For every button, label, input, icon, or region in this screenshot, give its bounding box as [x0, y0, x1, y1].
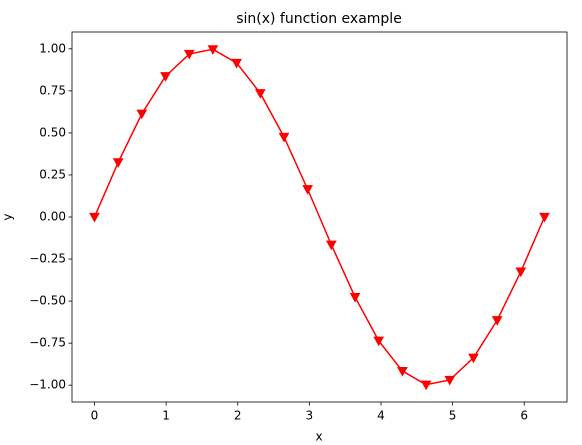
y-tick-label: 0.75 [39, 83, 66, 97]
marker [326, 240, 337, 251]
x-axis-label: x [315, 430, 322, 444]
marker [160, 72, 171, 82]
marker [444, 375, 456, 386]
y-tick-label: −0.75 [29, 336, 66, 350]
marker [349, 292, 361, 303]
chart-title: sin(x) function example [236, 11, 402, 27]
marker [207, 45, 219, 55]
marker [136, 109, 148, 120]
marker [515, 267, 527, 278]
y-axis-label: y [1, 213, 15, 220]
marker [278, 132, 290, 143]
x-tick-label: 5 [449, 409, 457, 423]
y-tick-label: −0.50 [29, 294, 66, 308]
marker [420, 380, 432, 391]
x-tick-label: 4 [377, 409, 385, 423]
x-tick-label: 2 [234, 409, 242, 423]
y-tick-label: 0.00 [39, 210, 66, 224]
y-tick-label: −1.00 [29, 378, 66, 392]
y-tick-label: 0.25 [39, 167, 66, 181]
marker [89, 212, 100, 223]
y-tick-label: 1.00 [39, 41, 66, 55]
marker [397, 366, 408, 377]
x-tick-label: 3 [306, 409, 314, 423]
marker [231, 58, 242, 69]
y-tick-label: −0.25 [29, 252, 66, 266]
x-tick-label: 6 [520, 409, 528, 423]
marker [539, 212, 550, 223]
marker [302, 185, 313, 195]
y-tick-label: 0.50 [39, 125, 66, 139]
marker [254, 89, 266, 99]
marker [183, 49, 195, 60]
line [93, 48, 546, 386]
x-tick-label: 0 [91, 409, 99, 423]
marker [112, 158, 124, 168]
marker [468, 353, 479, 364]
x-tick-label: 1 [162, 409, 170, 423]
marker [373, 336, 385, 347]
marker [491, 316, 503, 326]
